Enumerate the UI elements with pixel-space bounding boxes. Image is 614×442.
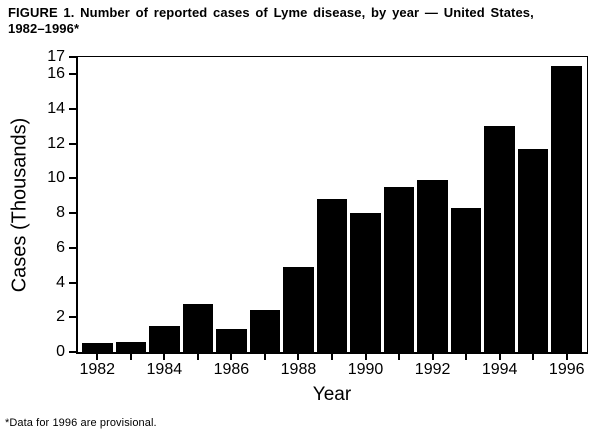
x-tick-1996 [565, 354, 568, 360]
bar-1995 [517, 148, 549, 352]
x-tick-1988 [297, 354, 300, 360]
x-tick-1985 [196, 354, 199, 360]
figure-title-line-1: FIGURE 1. Number of reported cases of Ly… [8, 5, 534, 20]
footnote: *Data for 1996 are provisional. [5, 417, 157, 429]
y-tick-label-4: 4 [56, 273, 65, 291]
bar-1992 [417, 180, 448, 352]
x-tick-1983 [129, 354, 132, 360]
y-tick-10 [69, 177, 76, 180]
bar-1985 [182, 304, 214, 352]
y-tick-label-0: 0 [56, 343, 65, 360]
x-tick-1984 [163, 354, 166, 360]
bar-1989 [316, 199, 348, 352]
x-tick-label-1986: 1986 [213, 361, 250, 378]
x-tick-1994 [498, 354, 501, 360]
x-tick-1991 [398, 354, 401, 360]
x-tick-1992 [431, 354, 434, 360]
bar-1982 [82, 343, 113, 352]
bar-1996 [551, 65, 582, 352]
y-tick-label-8: 8 [56, 204, 65, 222]
bar-1990 [350, 213, 381, 352]
bar-1994 [484, 126, 515, 352]
bar-1987 [249, 310, 281, 352]
x-tick-1986 [230, 354, 233, 360]
bar-1984 [149, 325, 180, 352]
x-tick-label-1982: 1982 [79, 361, 116, 378]
y-tick-2 [69, 316, 76, 319]
bar-1986 [216, 328, 247, 352]
x-tick-label-1994: 1994 [481, 361, 518, 378]
y-tick-label-16: 16 [47, 65, 65, 83]
y-tick-8 [69, 212, 76, 215]
y-tick-label-10: 10 [47, 169, 65, 187]
x-axis-title: Year [312, 384, 352, 405]
x-tick-label-1984: 1984 [146, 361, 183, 378]
y-tick-12 [69, 142, 76, 145]
y-tick-4 [69, 281, 76, 284]
figure-title: FIGURE 1. Number of reported cases of Ly… [8, 5, 608, 37]
figure-title-line-2: 1982–1996* [8, 21, 80, 36]
x-tick-label-1992: 1992 [414, 361, 451, 378]
y-tick-16 [69, 73, 76, 76]
x-tick-label-1990: 1990 [347, 361, 384, 378]
y-tick-label-2: 2 [56, 308, 65, 326]
x-tick-1982 [96, 354, 99, 360]
y-tick-label-6: 6 [56, 238, 65, 256]
y-tick-6 [69, 246, 76, 249]
y-tick-0 [69, 351, 76, 353]
x-tick-1993 [465, 354, 468, 360]
x-tick-label-1996: 1996 [548, 361, 585, 378]
y-tick-label-12: 12 [47, 134, 65, 152]
y-tick-17 [69, 56, 76, 58]
x-tick-1989 [331, 354, 333, 360]
y-tick-14 [69, 108, 76, 111]
bar-1991 [383, 187, 415, 352]
x-tick-1987 [263, 354, 266, 360]
x-tick-1990 [364, 354, 367, 360]
bar-1993 [450, 207, 482, 352]
bar-1988 [283, 266, 314, 352]
x-tick-1995 [532, 354, 535, 360]
y-tick-label-17: 17 [47, 48, 65, 65]
y-tick-label-14: 14 [47, 100, 65, 118]
x-tick-label-1988: 1988 [280, 361, 317, 378]
bar-1983 [115, 341, 147, 352]
